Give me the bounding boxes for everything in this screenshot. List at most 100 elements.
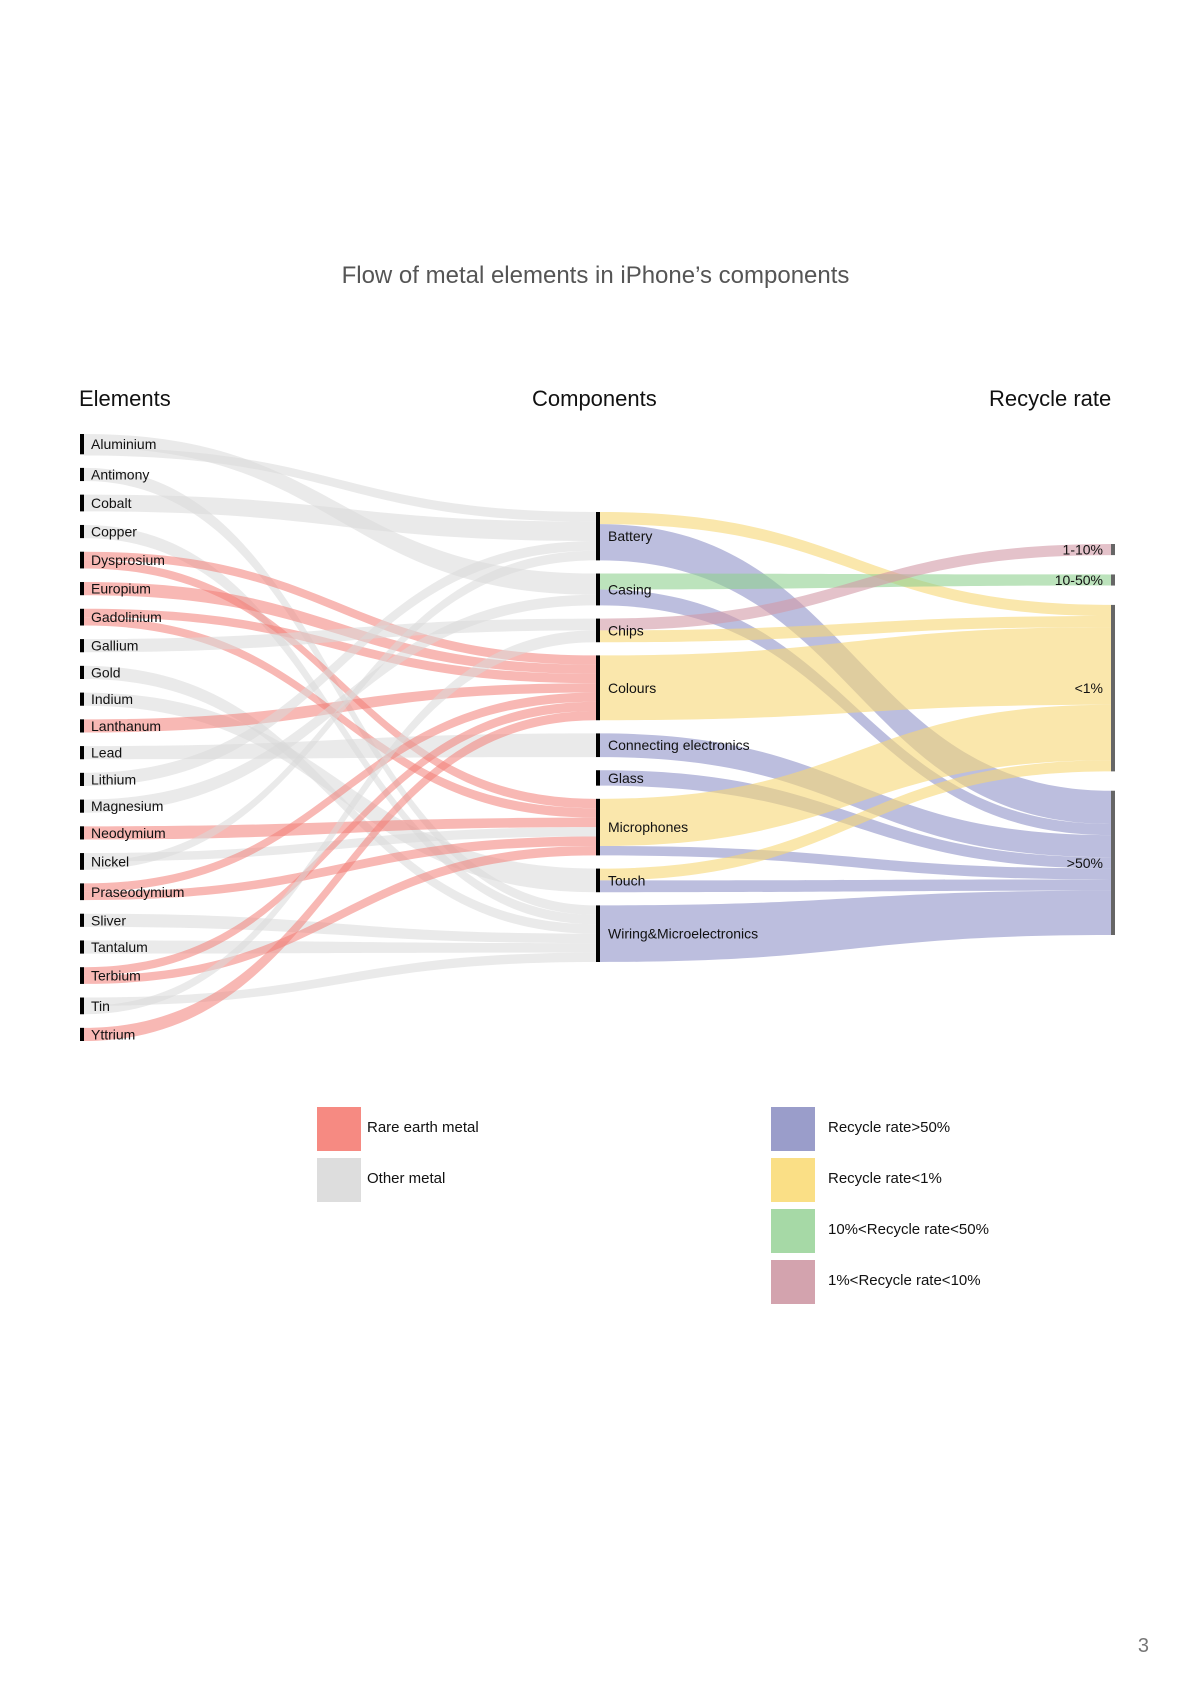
flow-magnesium-to-casing: [84, 594, 596, 813]
component-label-chips: Chips: [608, 622, 644, 638]
flow-links: [84, 434, 1111, 1041]
flow-sliver-to-wiring: [84, 913, 596, 944]
flow-terbium-to-microphones: [84, 845, 596, 984]
legend-swatch-rare: [317, 1107, 361, 1151]
element-label-nickel: Nickel: [91, 853, 129, 869]
flow-antimony-to-wiring: [84, 467, 596, 915]
flow-microphones-to-rgt50: [600, 845, 1111, 880]
legend-label-rare: Rare earth metal: [367, 1119, 479, 1136]
legend-label-gt50: Recycle rate>50%: [828, 1119, 951, 1136]
element-label-copper: Copper: [91, 524, 137, 540]
element-label-gold: Gold: [91, 664, 121, 680]
rate-node-rlt1: [1111, 604, 1115, 772]
element-node-nickel: [80, 853, 84, 870]
element-node-copper: [80, 524, 84, 539]
rate-node-rgt50: [1111, 790, 1115, 935]
flow-europium-to-colours: [84, 582, 596, 674]
flow-aluminium-to-battery: [84, 447, 596, 522]
flow-praseodymium-to-microphones: [84, 836, 596, 901]
flow-microphones-to-rlt1: [600, 704, 1111, 846]
header-recycle-rate: Recycle rate: [989, 386, 1112, 411]
element-node-aluminium: [80, 434, 84, 455]
element-label-indium: Indium: [91, 691, 133, 707]
component-node-battery: [596, 512, 600, 561]
flow-praseodymium-to-colours: [84, 692, 596, 892]
component-node-colours: [596, 655, 600, 721]
flow-battery-to-rlt1: [600, 512, 1111, 617]
element-label-cobalt: Cobalt: [91, 495, 132, 511]
legend-swatch-1-10: [771, 1260, 815, 1304]
page-number: 3: [1137, 1635, 1149, 1657]
legend-label-lt1: Recycle rate<1%: [828, 1170, 942, 1187]
element-node-lead: [80, 746, 84, 760]
element-node-tin: [80, 997, 84, 1015]
component-label-glass: Glass: [608, 770, 644, 786]
component-label-colours: Colours: [608, 680, 656, 696]
legend-label-10-50: 10%<Recycle rate<50%: [828, 1221, 989, 1238]
element-node-terbium: [80, 967, 84, 984]
component-label-casing: Casing: [608, 581, 652, 597]
element-node-europium: [80, 582, 84, 596]
element-node-sliver: [80, 913, 84, 927]
flow-chips-to-r1_10: [600, 544, 1111, 631]
element-label-magnesium: Magnesium: [91, 798, 163, 814]
element-label-lithium: Lithium: [91, 771, 136, 787]
element-label-yttrium: Yttrium: [91, 1026, 135, 1042]
element-label-gallium: Gallium: [91, 638, 138, 654]
legend-label-1-10: 1%<Recycle rate<10%: [828, 1272, 981, 1289]
element-label-terbium: Terbium: [91, 968, 141, 984]
element-node-lithium: [80, 772, 84, 786]
flow-chips-to-rlt1: [600, 616, 1111, 643]
flow-tin-to-chips: [84, 630, 596, 1015]
rate-label-r1_10: 1-10%: [1063, 542, 1103, 558]
legend-label-other: Other metal: [367, 1170, 446, 1187]
element-node-tantalum: [80, 940, 84, 954]
element-label-neodymium: Neodymium: [91, 825, 166, 841]
element-label-sliver: Sliver: [91, 912, 126, 928]
element-label-lead: Lead: [91, 745, 122, 761]
flow-dysprosium-to-microphones: [84, 560, 596, 809]
component-label-microphones: Microphones: [608, 819, 688, 835]
flow-gold-to-wiring: [84, 665, 596, 934]
nodes: Aluminium Antimony Cobalt Copper Dysprosium E…: [80, 434, 1115, 1042]
header-components: Components: [532, 386, 657, 411]
flow-copper-to-wiring: [84, 524, 596, 925]
element-node-yttrium: [80, 1027, 84, 1041]
flow-touch-to-rlt1: [600, 760, 1111, 881]
flow-gadolinium-to-microphones: [84, 617, 596, 818]
legend-swatch-other: [317, 1158, 361, 1202]
flow-lead-to-connecting: [84, 733, 596, 760]
flow-nickel-to-battery: [84, 550, 596, 870]
flow-cobalt-to-battery: [84, 494, 596, 542]
flow-dysprosium-to-colours: [84, 551, 596, 665]
component-node-wiring: [596, 905, 600, 962]
flow-yttrium-to-colours: [84, 710, 596, 1041]
flow-wiring-to-rgt50: [600, 890, 1111, 962]
component-label-connecting: Connecting electronics: [608, 737, 750, 753]
component-node-casing: [596, 573, 600, 606]
legend-swatch-lt1: [771, 1158, 815, 1202]
element-label-dysprosium: Dysprosium: [91, 552, 165, 568]
element-label-gadolinium: Gadolinium: [91, 609, 162, 625]
rate-label-r10_50: 10-50%: [1055, 572, 1103, 588]
flow-gadolinium-to-colours: [84, 608, 596, 684]
element-node-antimony: [80, 467, 84, 482]
element-node-lanthanum: [80, 719, 84, 733]
flow-colours-to-rlt1: [600, 627, 1111, 721]
legend-swatch-gt50: [771, 1107, 815, 1151]
legend-swatch-10-50: [771, 1209, 815, 1253]
element-node-gallium: [80, 639, 84, 653]
component-node-connecting: [596, 733, 600, 758]
element-label-europium: Europium: [91, 581, 151, 597]
element-node-indium: [80, 692, 84, 706]
element-node-gadolinium: [80, 608, 84, 626]
flow-tin-to-wiring: [84, 952, 596, 1006]
component-node-chips: [596, 618, 600, 643]
flow-terbium-to-colours: [84, 701, 596, 976]
header-elements: Elements: [79, 386, 171, 411]
element-node-gold: [80, 665, 84, 680]
element-label-antimony: Antimony: [91, 466, 149, 482]
rate-node-r10_50: [1111, 574, 1115, 586]
